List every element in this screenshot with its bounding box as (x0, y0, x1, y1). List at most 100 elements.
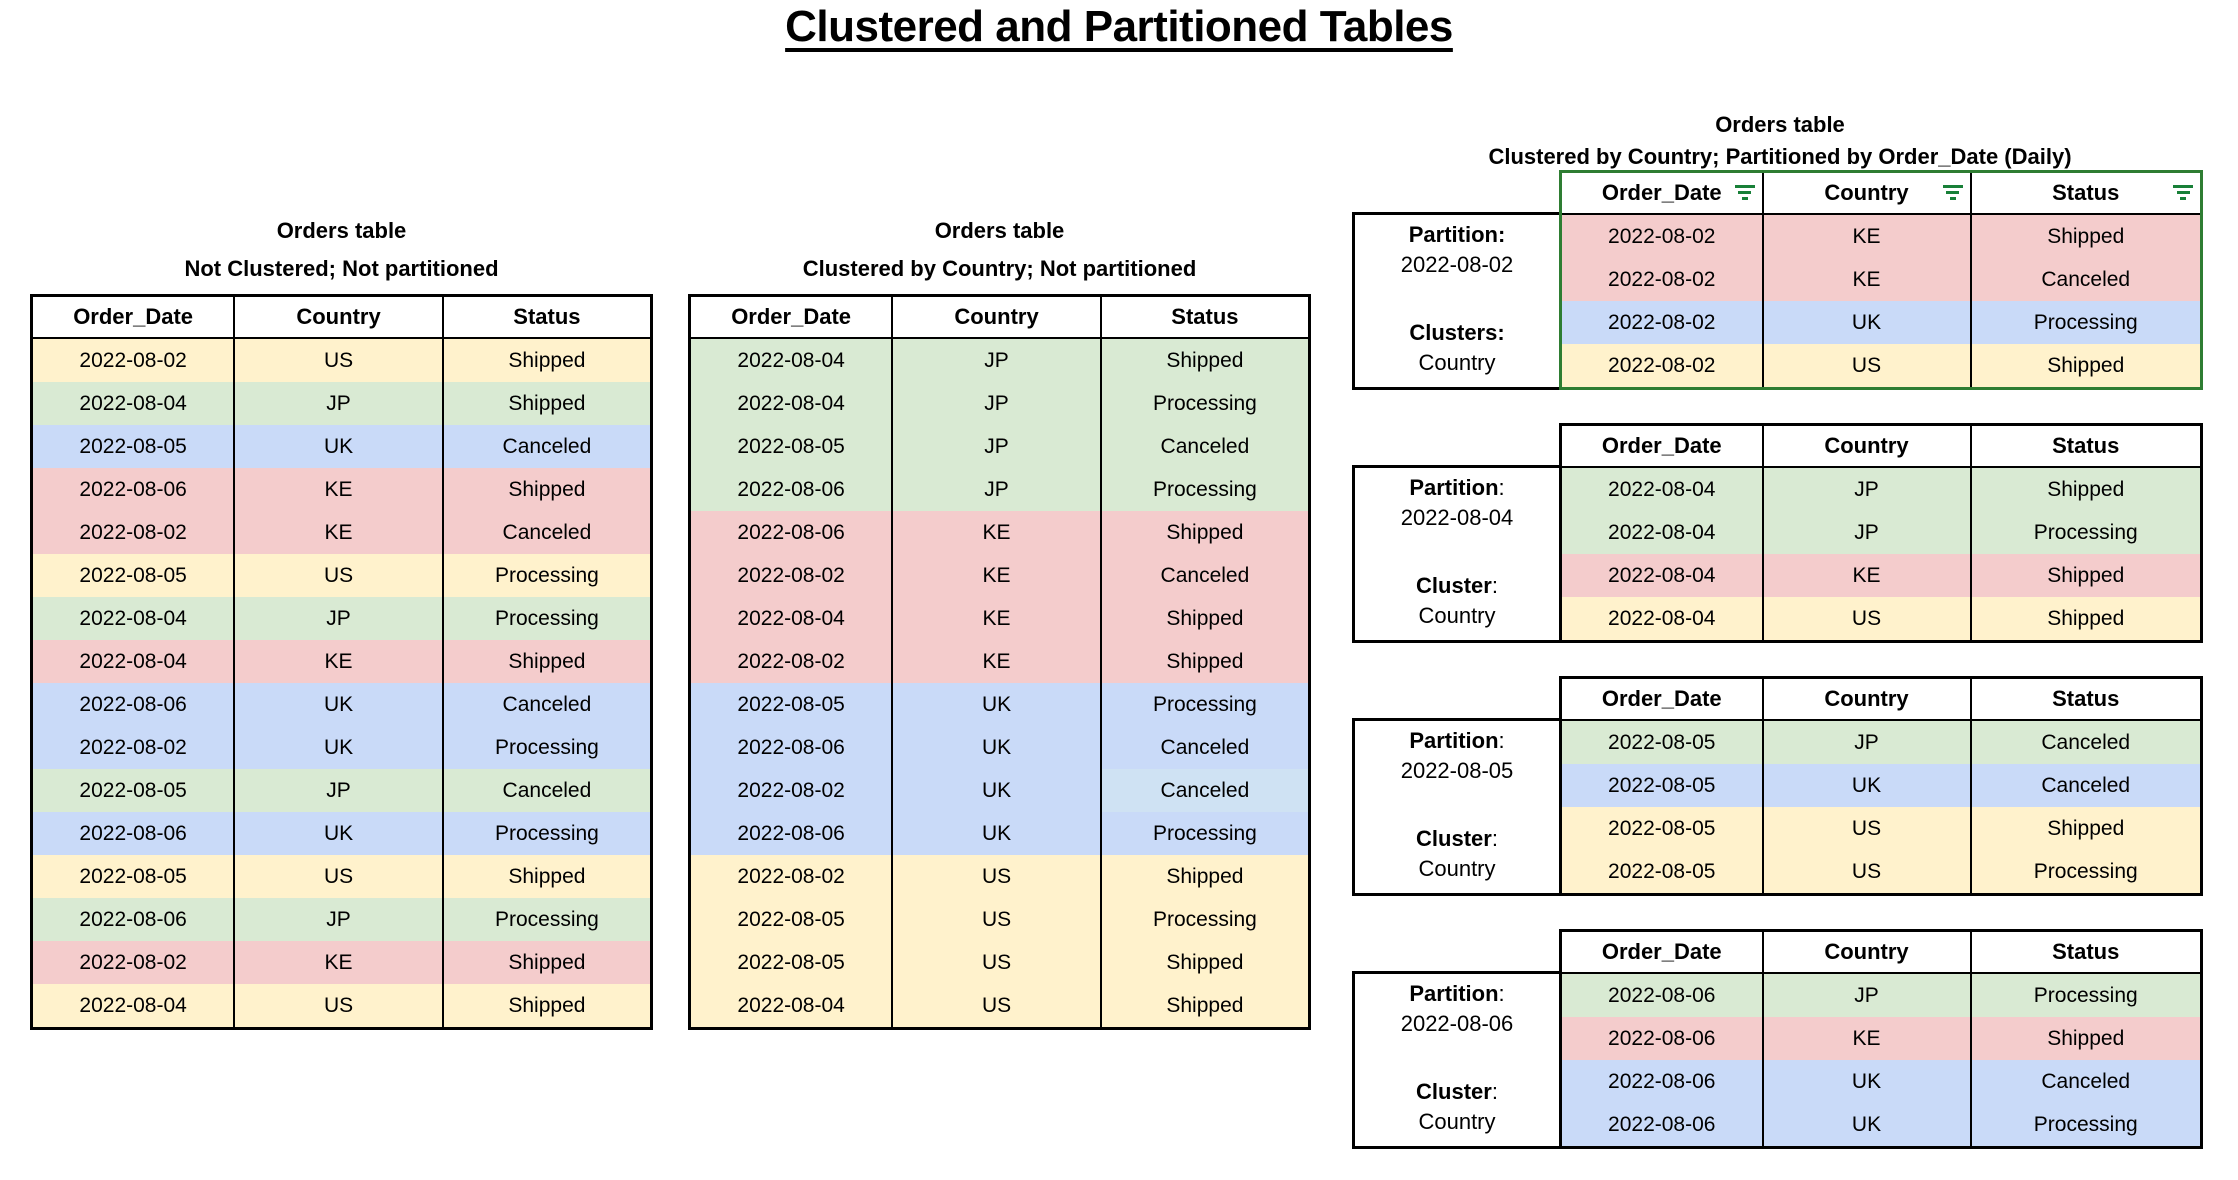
cluster-label: Cluster: (1416, 573, 1498, 598)
filter-funnel-icon[interactable] (1734, 185, 1756, 201)
country-cell: UK (891, 769, 1102, 812)
status-cell: Processing (441, 898, 653, 941)
status-cell: Processing (1969, 973, 2203, 1017)
partition-value: 2022-08-02 (1400, 252, 1514, 277)
country-cell: KE (233, 640, 444, 683)
status-cell: Canceled (1969, 258, 2203, 301)
country-cell: JP (1761, 511, 1972, 554)
partition-label-cell: Partition: 2022-08-02 Clusters: Country (1352, 212, 1559, 390)
country-cell: UK (1761, 301, 1972, 344)
partition-label-group: Partition: 2022-08-06 (1357, 979, 1557, 1039)
page-title: Clustered and Partitioned Tables (785, 2, 1453, 51)
partition-label-group: Partition: 2022-08-05 (1357, 726, 1557, 786)
orders-table-clustered: Order_Date Country Status 2022-08-04 JP … (688, 294, 1311, 1030)
partition-block-2022-08-05: Partition: 2022-08-05 Cluster: Country O… (1352, 676, 2203, 896)
country-cell: UK (233, 425, 444, 468)
country-cell: KE (1761, 258, 1972, 301)
country-cell: US (1761, 807, 1972, 850)
table-row: 2022-08-02 UK Canceled (688, 769, 1311, 812)
column-header-status: Status (1969, 929, 2203, 974)
table-row: 2022-08-02 KE Shipped (30, 941, 653, 984)
table-row: 2022-08-02 US Shipped (1559, 344, 2203, 389)
country-cell: US (1761, 597, 1972, 642)
column-header-country: Country (891, 294, 1102, 339)
country-cell: UK (891, 683, 1102, 726)
table-row: 2022-08-04 JP Processing (688, 382, 1311, 425)
cluster-label-group: Clusters: Country (1357, 318, 1557, 378)
order-date-cell: 2022-08-06 (688, 812, 894, 855)
partition-label-group: Partition: 2022-08-02 (1357, 220, 1557, 280)
status-cell: Canceled (1099, 769, 1311, 812)
table-row: 2022-08-05 JP Canceled (688, 425, 1311, 468)
header-row: Order_Date Country Status (1559, 170, 2203, 215)
header-row: Order_Date Country Status (1559, 929, 2203, 974)
status-cell: Shipped (1969, 1017, 2203, 1060)
country-cell: US (233, 984, 444, 1029)
partition-label-cell: Partition: 2022-08-06 Cluster: Country (1352, 971, 1559, 1149)
status-cell: Processing (1099, 898, 1311, 941)
section-partitioned: Orders table Clustered by Country; Parti… (1352, 112, 2208, 170)
status-cell: Shipped (1969, 214, 2203, 258)
status-cell: Processing (441, 726, 653, 769)
status-cell: Shipped (1969, 807, 2203, 850)
status-cell: Canceled (441, 683, 653, 726)
country-cell: UK (1761, 1103, 1972, 1148)
status-cell: Canceled (1099, 425, 1311, 468)
order-date-cell: 2022-08-02 (30, 338, 236, 382)
order-date-cell: 2022-08-06 (1559, 1017, 1764, 1060)
country-cell: KE (1761, 1017, 1972, 1060)
table-row: 2022-08-04 JP Processing (1559, 511, 2203, 554)
order-date-cell: 2022-08-04 (688, 338, 894, 382)
status-cell: Processing (441, 597, 653, 640)
country-cell: US (233, 855, 444, 898)
order-date-cell: 2022-08-05 (1559, 720, 1764, 764)
filter-funnel-icon[interactable] (2172, 185, 2194, 201)
country-cell: KE (1761, 214, 1972, 258)
status-cell: Shipped (1099, 984, 1311, 1029)
partition-table-2022-08-05: Order_Date Country Status 2022-08-05 JP … (1559, 676, 2203, 896)
cluster-value: Country (1418, 603, 1496, 628)
order-date-cell: 2022-08-05 (688, 941, 894, 984)
table-row: 2022-08-04 US Shipped (1559, 597, 2203, 642)
table-row: 2022-08-05 JP Canceled (1559, 720, 2203, 764)
table-row: 2022-08-05 US Processing (30, 554, 653, 597)
country-cell: US (233, 338, 444, 382)
status-cell: Shipped (1969, 597, 2203, 642)
order-date-cell: 2022-08-05 (30, 425, 236, 468)
status-cell: Shipped (441, 640, 653, 683)
country-cell: UK (1761, 764, 1972, 807)
country-cell: JP (233, 597, 444, 640)
orders-table-title: Orders table (1715, 112, 1845, 137)
column-header-country: Country (1761, 423, 1972, 468)
status-cell: Shipped (441, 338, 653, 382)
filter-funnel-icon[interactable] (1942, 185, 1964, 201)
cluster-label: Cluster: (1416, 826, 1498, 851)
status-cell: Processing (1099, 468, 1311, 511)
status-cell: Processing (1969, 511, 2203, 554)
order-date-cell: 2022-08-06 (1559, 1103, 1764, 1148)
country-cell: JP (891, 468, 1102, 511)
order-date-cell: 2022-08-06 (688, 726, 894, 769)
order-date-cell: 2022-08-02 (1559, 301, 1764, 344)
cluster-value: Country (1418, 350, 1496, 375)
country-cell: JP (233, 769, 444, 812)
table-row: 2022-08-06 UK Processing (1559, 1103, 2203, 1148)
partition-label: Partition: (1409, 981, 1505, 1006)
column-header-status: Status (1099, 294, 1311, 339)
country-cell: UK (891, 726, 1102, 769)
table-row: 2022-08-05 UK Processing (688, 683, 1311, 726)
country-cell: US (891, 984, 1102, 1029)
table-row: 2022-08-05 US Shipped (30, 855, 653, 898)
status-cell: Shipped (1969, 554, 2203, 597)
order-date-cell: 2022-08-02 (30, 726, 236, 769)
country-cell: UK (891, 812, 1102, 855)
country-cell: KE (891, 640, 1102, 683)
order-date-cell: 2022-08-04 (1559, 511, 1764, 554)
country-cell: US (891, 941, 1102, 984)
status-cell: Shipped (1969, 467, 2203, 511)
partition-value: 2022-08-05 (1400, 758, 1514, 783)
order-date-cell: 2022-08-06 (688, 468, 894, 511)
status-cell: Shipped (441, 382, 653, 425)
column-header-country: Country (1761, 170, 1972, 215)
table-row: 2022-08-02 US Shipped (688, 855, 1311, 898)
